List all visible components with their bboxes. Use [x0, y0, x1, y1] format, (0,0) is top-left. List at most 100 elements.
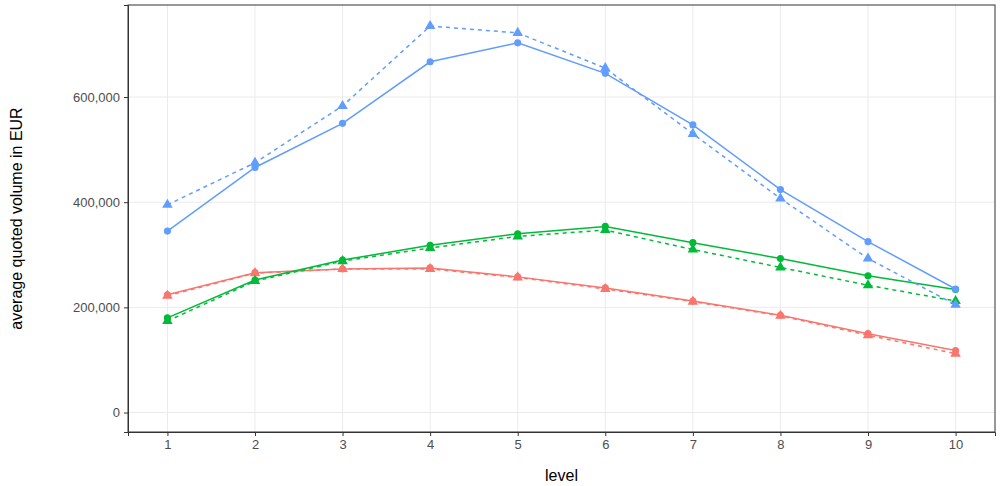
series-point: [162, 290, 173, 299]
series-point: [514, 39, 521, 46]
tick: 0: [113, 405, 128, 420]
tick: 7: [690, 432, 697, 452]
series-point: [337, 263, 348, 272]
series-point: [600, 224, 611, 233]
series-point: [337, 100, 348, 109]
series-line: [167, 226, 955, 318]
series-point: [512, 27, 523, 36]
tick: 8: [777, 432, 784, 452]
tick-label: 5: [515, 437, 522, 452]
grid-line-x: [780, 5, 781, 432]
tick-label: 400,000: [73, 195, 120, 210]
tick-label: 200,000: [73, 300, 120, 315]
series-point: [688, 243, 699, 252]
grid-line-y: [128, 307, 995, 308]
series-line: [167, 230, 955, 321]
plot-background: [128, 5, 995, 432]
tick-mark: [343, 432, 344, 436]
tick-label: 8: [777, 437, 784, 452]
series-point: [250, 267, 261, 276]
grid-line-x: [955, 5, 956, 432]
grid: [128, 5, 995, 432]
series-point: [777, 255, 784, 262]
tick-mark: [124, 202, 128, 203]
tick-label: 3: [339, 437, 346, 452]
tick-mark: [605, 432, 606, 436]
tick: 200,000: [73, 300, 128, 315]
grid-line-x: [342, 5, 343, 432]
tick-mark: [255, 432, 256, 436]
series-point: [427, 58, 434, 65]
series-line: [167, 26, 955, 305]
tick: 9: [865, 432, 872, 452]
series-point: [425, 242, 436, 251]
series-point: [952, 285, 959, 292]
grid-line-x: [868, 5, 869, 432]
series-point: [162, 199, 173, 208]
series-point: [425, 20, 436, 29]
axis-line: [129, 433, 996, 437]
tick-mark: [167, 432, 168, 436]
series-point: [864, 238, 871, 245]
series-point: [688, 296, 699, 305]
grid-line-x: [167, 5, 168, 432]
grid-line-x: [254, 5, 255, 432]
tick-mark: [124, 307, 128, 308]
tick: 10: [949, 432, 963, 452]
series-point: [162, 315, 173, 324]
tick-label: 7: [690, 437, 697, 452]
series-point: [337, 255, 348, 264]
tick-label: 0: [113, 405, 120, 420]
grid-line-x: [430, 5, 431, 432]
tick-mark: [518, 432, 519, 436]
tick: 6: [602, 432, 609, 452]
series-point: [775, 261, 786, 270]
tick-label: 10: [949, 437, 963, 452]
series-point: [863, 279, 874, 288]
series-line: [167, 269, 955, 354]
chart: 123456789100200,000400,000600,000levelav…: [0, 0, 1000, 486]
tick: 3: [339, 432, 346, 452]
tick-mark: [124, 97, 128, 98]
series-point: [863, 329, 874, 338]
grid-line-x: [692, 5, 693, 432]
tick: 600,000: [73, 90, 128, 105]
series-point: [600, 62, 611, 71]
grid-line-y: [128, 202, 995, 203]
series-point: [425, 263, 436, 272]
series-point: [777, 186, 784, 193]
series-point: [864, 272, 871, 279]
tick-label: 1: [164, 437, 171, 452]
tick-label: 6: [602, 437, 609, 452]
tick: 2: [252, 432, 259, 452]
series-point: [250, 275, 261, 284]
grid-line-y: [128, 412, 995, 413]
series-point: [863, 252, 874, 261]
series-point: [952, 286, 959, 293]
tick-label: 2: [252, 437, 259, 452]
tick: 1: [164, 432, 171, 452]
tick-label: 600,000: [73, 90, 120, 105]
series-point: [950, 348, 961, 357]
x-axis: 1 2 3 4 5 6 7 8 9 10: [129, 432, 996, 452]
grid-line-y: [128, 97, 995, 98]
tick-mark: [780, 432, 781, 436]
series-point: [950, 299, 961, 308]
series-point: [512, 271, 523, 280]
axis-line: [124, 6, 129, 433]
series-point: [339, 120, 346, 127]
series-point: [689, 121, 696, 128]
tick: 400,000: [73, 195, 128, 210]
tick-mark: [693, 432, 694, 436]
series-point: [512, 230, 523, 239]
series-point: [250, 157, 261, 166]
series-point: [775, 310, 786, 319]
series-point: [164, 228, 171, 235]
x-axis-title: level: [545, 467, 578, 484]
tick: 4: [427, 432, 434, 452]
tick-mark: [430, 432, 431, 436]
marks: [162, 20, 961, 357]
series-point: [688, 128, 699, 137]
tick-label: 4: [427, 437, 434, 452]
y-axis: 0 200,000 400,000 600,000: [73, 6, 129, 433]
